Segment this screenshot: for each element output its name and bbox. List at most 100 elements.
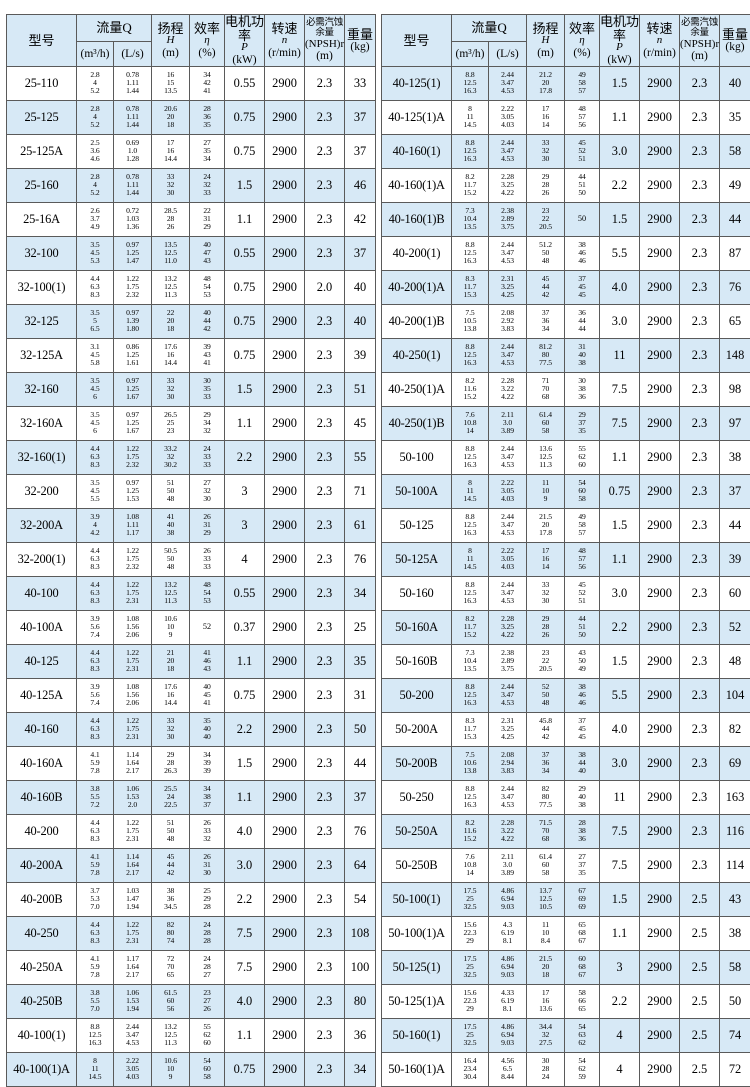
cell-value: 6 (77, 427, 113, 435)
cell-value: 1.53 (114, 495, 151, 503)
cell-model: 25-16A (7, 202, 77, 236)
cell-value: 9 (152, 631, 189, 639)
cell-value: 6.5 (77, 325, 113, 333)
cell-motor-power: 0.75 (225, 678, 265, 712)
cell-speed: 2900 (265, 202, 305, 236)
cell-value: 53 (190, 597, 224, 605)
cell-model: 50-160 (382, 576, 452, 610)
cell-value: 48 (152, 835, 189, 843)
cell-value: 2.06 (114, 631, 151, 639)
cell-weight: 25 (345, 610, 376, 644)
cell-value: 2.17 (114, 869, 151, 877)
cell-motor-power: 7.5 (225, 950, 265, 984)
cell-speed: 2900 (640, 1052, 680, 1086)
cell-npsh: 2.3 (305, 134, 345, 168)
cell-value: 4.03 (114, 1073, 151, 1081)
col-flow-ls: (L/s) (114, 42, 152, 66)
cell-value: 7.4 (77, 631, 113, 639)
col-efficiency: 效率 η (%) (190, 15, 225, 67)
cell-value: 4.03 (489, 121, 526, 129)
cell-value: 23 (152, 427, 189, 435)
cell-motor-power: 5.5 (600, 678, 640, 712)
cell-value: 57 (565, 529, 599, 537)
cell-speed: 2900 (640, 134, 680, 168)
